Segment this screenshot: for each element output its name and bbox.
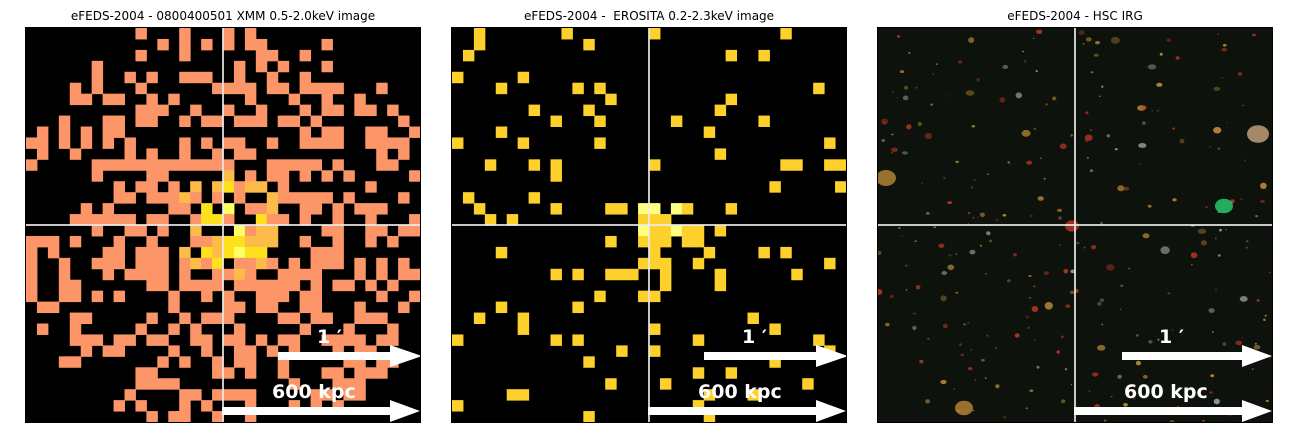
scale-angle-label: 1 ′ — [742, 326, 767, 348]
scale-arrow-distance — [648, 400, 846, 422]
scale-angle-label: 1 ′ — [317, 326, 342, 348]
scale-arrow-distance — [1074, 400, 1272, 422]
panel-title: eFEDS-2004 - 0800400501 XMM 0.5-2.0keV i… — [70, 9, 376, 23]
crosshair-horizontal — [878, 224, 1272, 226]
scale-arrow-angle — [1122, 345, 1272, 367]
xmm-image: 1 ′ 600 kpc — [25, 27, 421, 423]
xmm-panel: eFEDS-2004 - 0800400501 XMM 0.5-2.0keV i… — [25, 0, 421, 432]
crosshair-horizontal — [452, 224, 846, 226]
scale-distance-label: 600 kpc — [272, 381, 356, 403]
scale-arrow-distance — [222, 400, 420, 422]
panel-title: eFEDS-2004 - HSC IRG — [1007, 9, 1143, 23]
scale-distance-label: 600 kpc — [1124, 381, 1208, 403]
scale-arrow-angle — [278, 345, 420, 367]
hsc-panel: eFEDS-2004 - HSC IRG 1 ′ 600 kpc — [877, 0, 1273, 432]
panel-title: eFEDS-2004 - EROSITA 0.2-2.3keV image — [523, 9, 775, 23]
scale-angle-label: 1 ′ — [1159, 326, 1184, 348]
crosshair-horizontal — [26, 224, 420, 226]
scale-distance-label: 600 kpc — [698, 381, 782, 403]
hsc-image: 1 ′ 600 kpc — [877, 27, 1273, 423]
hsc-optical-image — [878, 29, 1272, 422]
erosita-panel: eFEDS-2004 - EROSITA 0.2-2.3keV image 1 … — [451, 0, 847, 432]
erosita-pixel-map — [452, 28, 846, 422]
scale-arrow-angle — [704, 345, 846, 367]
erosita-image: 1 ′ 600 kpc — [451, 27, 847, 423]
